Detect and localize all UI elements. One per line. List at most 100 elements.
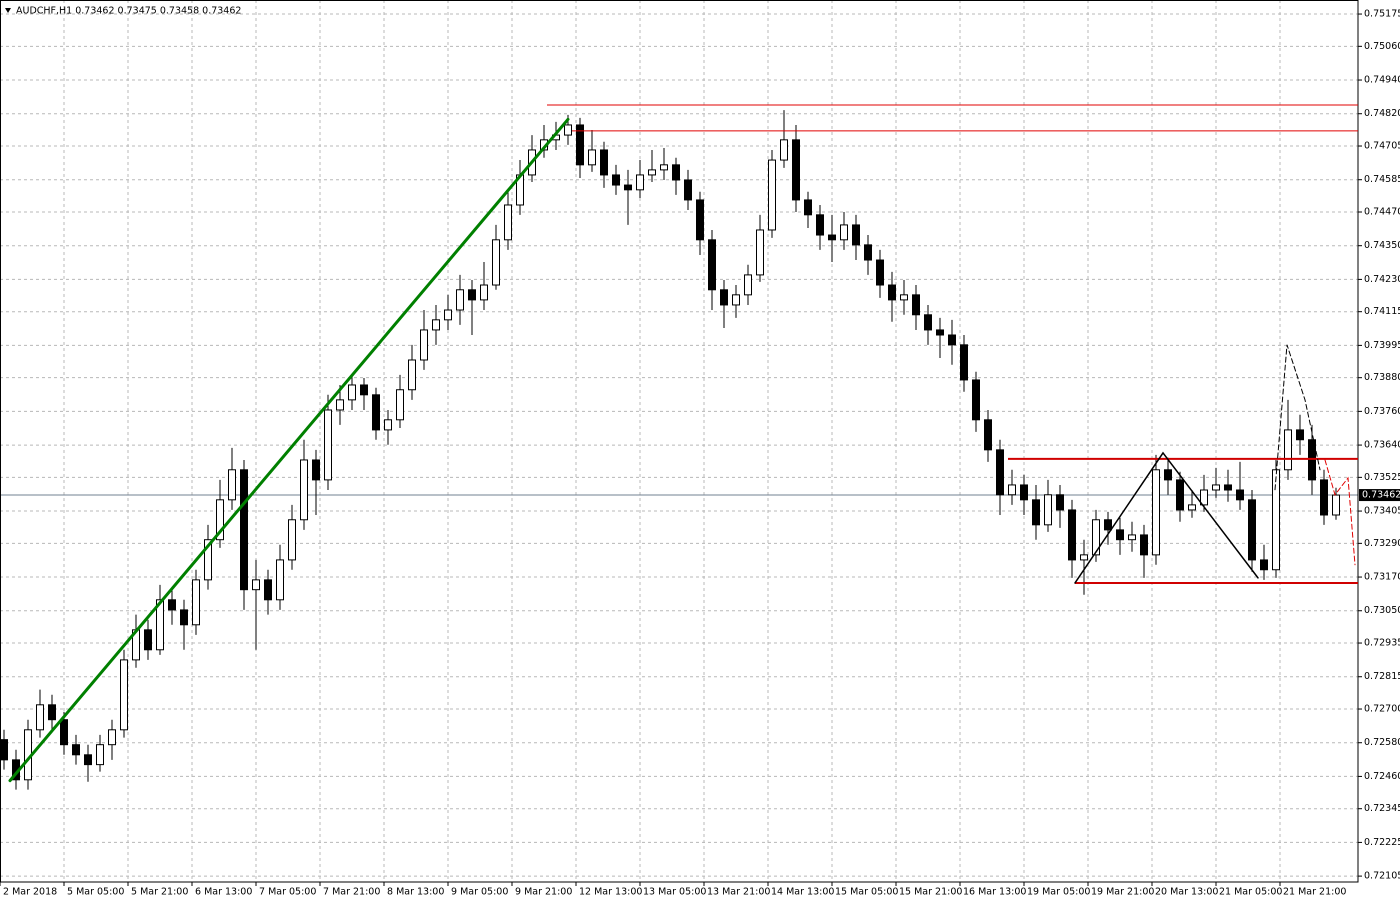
- x-tick-label: 15 Mar 05:00: [835, 887, 898, 898]
- x-tick-label: 9 Mar 21:00: [515, 887, 572, 898]
- y-tick-label: 0.72935: [1364, 638, 1400, 649]
- candle-body: [180, 609, 188, 626]
- candle-body: [1248, 499, 1256, 561]
- x-tick-label: 14 Mar 13:00: [771, 887, 834, 898]
- candle-body: [372, 394, 380, 431]
- candle-body: [684, 179, 692, 201]
- candle-body: [1260, 559, 1268, 571]
- candle-body: [1176, 479, 1184, 511]
- candle-body: [300, 459, 308, 521]
- candle-body: [492, 239, 500, 286]
- candle-body: [756, 229, 764, 276]
- menu-triangle: [5, 8, 11, 13]
- candle-body: [1032, 499, 1040, 526]
- x-tick-label: 8 Mar 13:00: [387, 887, 444, 898]
- candle-body: [288, 519, 296, 561]
- candle-body: [0, 739, 8, 761]
- y-tick-label: 0.72580: [1364, 737, 1400, 748]
- candle-body: [912, 294, 920, 316]
- candle-body: [588, 149, 596, 166]
- candle-body: [1128, 534, 1136, 541]
- last-price-tag: [1359, 489, 1400, 502]
- candle-body: [924, 314, 932, 331]
- x-tick-label: 5 Mar 21:00: [131, 887, 188, 898]
- x-tick-label: 13 Mar 21:00: [707, 887, 770, 898]
- y-tick-label: 0.74230: [1364, 274, 1400, 285]
- y-tick-label: 0.73995: [1364, 340, 1400, 351]
- y-tick-label: 0.73640: [1364, 440, 1400, 451]
- candle-body: [936, 329, 944, 336]
- candle-body: [612, 174, 620, 186]
- candle-body: [36, 704, 44, 731]
- candle-body: [1296, 429, 1304, 441]
- candle-body: [48, 704, 56, 721]
- candle-body: [636, 174, 644, 191]
- drawn-line: [8, 117, 570, 783]
- candle-body: [168, 599, 176, 611]
- x-tick-label: 7 Mar 21:00: [323, 887, 380, 898]
- y-tick-label: 0.73170: [1364, 572, 1400, 583]
- y-tick-label: 0.75060: [1364, 41, 1400, 52]
- candle-body: [876, 259, 884, 286]
- candle-body: [72, 744, 80, 756]
- candle-body: [444, 309, 452, 321]
- candle-body: [252, 579, 260, 591]
- candle-body: [792, 139, 800, 201]
- candle-body: [708, 239, 716, 291]
- candle-body: [624, 184, 632, 191]
- y-tick-label: 0.74115: [1364, 306, 1400, 317]
- candle-body: [828, 234, 836, 241]
- candle-body: [948, 334, 956, 346]
- candle-body: [864, 244, 872, 261]
- candle-body: [396, 389, 404, 421]
- candle-body: [408, 359, 416, 391]
- x-tick-label: 9 Mar 05:00: [451, 887, 508, 898]
- y-tick-label: 0.72345: [1364, 803, 1400, 814]
- x-tick-label: 21 Mar 21:00: [1283, 887, 1346, 898]
- candle-body: [360, 384, 368, 396]
- x-tick-label: 5 Mar 05:00: [67, 887, 124, 898]
- candle-body: [1236, 489, 1244, 501]
- candle-body: [432, 319, 440, 331]
- candle-body: [1056, 494, 1064, 511]
- candle-body: [312, 459, 320, 481]
- candle-body: [1044, 494, 1052, 526]
- candle-body: [1188, 504, 1196, 511]
- candle-body: [816, 214, 824, 236]
- candle-body: [672, 164, 680, 181]
- candle-body: [216, 499, 224, 541]
- y-tick-label: 0.72700: [1364, 704, 1400, 715]
- candle-body: [1140, 534, 1148, 556]
- candle-body: [228, 469, 236, 501]
- candle-body: [456, 289, 464, 311]
- x-tick-label: 7 Mar 05:00: [259, 887, 316, 898]
- candle-body: [384, 419, 392, 431]
- candle-body: [732, 294, 740, 306]
- candle-body: [1332, 494, 1340, 516]
- grid: [0, 0, 1358, 882]
- x-tick-label: 13 Mar 05:00: [643, 887, 706, 898]
- candle-body: [60, 719, 68, 746]
- chart-title: AUDCHF,H1 0.73462 0.73475 0.73458 0.7346…: [16, 6, 241, 17]
- candle-body: [276, 559, 284, 601]
- candle-body: [144, 629, 152, 651]
- y-tick-label: 0.74940: [1364, 75, 1400, 86]
- candle-body: [324, 409, 332, 481]
- candle-body: [1272, 469, 1280, 571]
- candle-body: [1320, 479, 1328, 516]
- x-tick-label: 6 Mar 13:00: [195, 887, 252, 898]
- candle-body: [768, 159, 776, 231]
- y-tick-label: 0.73760: [1364, 406, 1400, 417]
- y-tick-label: 0.72460: [1364, 771, 1400, 782]
- last-price-label: 0.73462: [1362, 490, 1400, 501]
- x-tick-label: 19 Mar 21:00: [1091, 887, 1154, 898]
- y-tick-label: 0.72815: [1364, 671, 1400, 682]
- drawn-line: [1324, 459, 1356, 566]
- candle-body: [192, 579, 200, 626]
- candle-body: [720, 289, 728, 306]
- candle-body: [1284, 429, 1292, 471]
- y-tick-label: 0.73405: [1364, 506, 1400, 517]
